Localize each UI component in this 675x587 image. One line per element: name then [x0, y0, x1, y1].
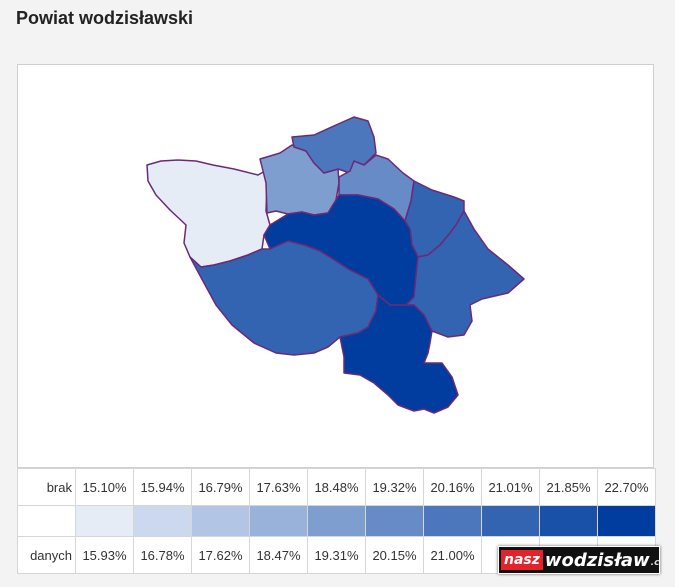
legend-from-value: 17.63% — [249, 468, 308, 506]
legend-swatch — [308, 506, 365, 536]
legend-top-label: brak — [17, 468, 76, 506]
legend-swatch — [76, 506, 133, 536]
legend-swatch — [366, 506, 423, 536]
legend-from-value: 15.10% — [75, 468, 134, 506]
legend-swatch — [482, 506, 539, 536]
legend-to-value: 19.31% — [307, 536, 366, 574]
legend-swatch — [598, 506, 655, 536]
legend-to-value: 21.00% — [423, 536, 482, 574]
legend-from-value: 20.16% — [423, 468, 482, 506]
page-title: Powiat wodzisławski — [16, 8, 194, 28]
watermark-part3: .com — [650, 558, 660, 568]
legend-to-value: 18.47% — [249, 536, 308, 574]
map-panel — [17, 64, 654, 468]
legend-to-value: 15.93% — [75, 536, 134, 574]
legend-from-value: 16.79% — [191, 468, 250, 506]
legend-from-value: 22.70% — [597, 468, 656, 506]
legend-bottom-label: danych — [17, 536, 76, 574]
legend-to-value: 20.15% — [365, 536, 424, 574]
watermark-part1: nasz — [501, 550, 543, 570]
legend-from-value: 18.48% — [307, 468, 366, 506]
legend-from-value: 15.94% — [133, 468, 192, 506]
legend-from-value: 21.01% — [481, 468, 540, 506]
legend-swatch — [424, 506, 481, 536]
region-south[interactable] — [339, 294, 459, 414]
legend-empty-cell — [17, 505, 76, 537]
legend-to-value: 16.78% — [133, 536, 192, 574]
region-west[interactable] — [146, 159, 271, 268]
legend-from-value: 21.85% — [539, 468, 598, 506]
legend-swatch — [540, 506, 597, 536]
legend-swatch-row — [17, 505, 656, 537]
legend-to-value: 17.62% — [191, 536, 250, 574]
legend-swatch — [250, 506, 307, 536]
legend-swatch — [192, 506, 249, 536]
choropleth-map — [146, 116, 525, 414]
legend-swatch — [134, 506, 191, 536]
watermark-logo: nasz wodzisław .com — [498, 546, 660, 574]
legend-top-row: brak 15.10% 15.94% 16.79% 17.63% 18.48% … — [17, 468, 656, 506]
watermark-part2: wodzisław — [544, 549, 650, 571]
legend-from-value: 19.32% — [365, 468, 424, 506]
